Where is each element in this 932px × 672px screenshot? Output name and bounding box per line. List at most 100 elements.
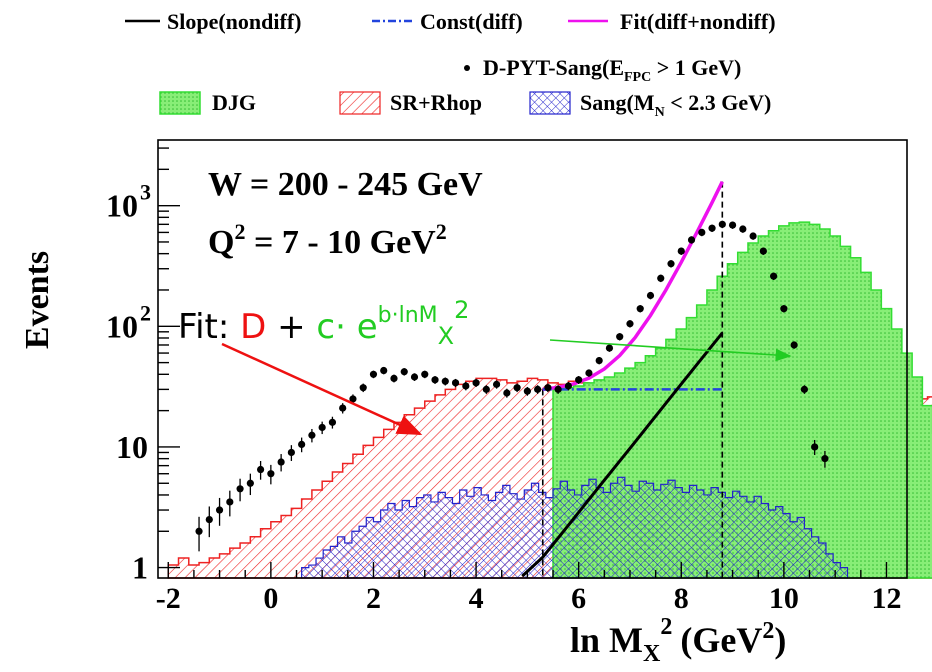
y-tick-exponent: 3	[140, 180, 151, 205]
annotation-q2-range: Q2 = 7 - 10 GeV2	[208, 219, 447, 261]
y-tick-label: 1	[132, 550, 148, 586]
data-point	[605, 344, 614, 352]
fit-curves	[521, 180, 724, 578]
data-point	[564, 382, 573, 390]
y-tick-label: 10	[106, 188, 138, 224]
data-point	[298, 440, 306, 448]
data-point	[441, 377, 449, 385]
data-point	[195, 527, 203, 535]
legend-srrhop-swatch	[339, 91, 381, 115]
data-point	[698, 228, 706, 237]
data-point	[626, 320, 634, 328]
data-point	[749, 232, 757, 240]
legend-srrhop-label: SR+Rhop	[390, 90, 482, 115]
data-point	[257, 465, 265, 474]
annotation-fit-formula: Fit: D + c· eb·lnMX2	[178, 296, 469, 350]
data-point	[472, 379, 480, 387]
x-axis: -2 0 2 4 6 8 10 12	[156, 562, 901, 615]
legend-data-label: D-PYT-Sang(EFPC > 1 GeV)	[483, 55, 741, 85]
annotation-arrow-green	[549, 339, 792, 362]
data-point	[770, 272, 778, 280]
data-point	[800, 385, 808, 393]
legend-sang-swatch	[529, 91, 571, 115]
legend-sang-label: Sang(MN < 2.3 GeV)	[580, 90, 771, 120]
data-point	[349, 395, 357, 403]
fit-range-lines	[541, 181, 724, 578]
annotation-arrow-red	[221, 342, 423, 436]
data-point	[236, 485, 244, 493]
series-data-points	[195, 220, 829, 552]
legend-data-marker	[464, 65, 470, 71]
annotation-w-range: W = 200 - 245 GeV	[208, 166, 483, 203]
legend-const-label: Const(diff)	[420, 9, 523, 34]
y-tick-label: 10	[106, 308, 138, 344]
y-axis-label: Events	[19, 251, 56, 349]
data-point	[595, 356, 603, 365]
data-point	[811, 443, 819, 451]
y-tick-label: 10	[116, 429, 148, 465]
x-tick-label: -2	[156, 582, 181, 615]
data-point	[718, 220, 726, 228]
data-point	[369, 370, 378, 378]
data-point	[267, 470, 275, 478]
data-point	[575, 376, 583, 384]
data-point	[503, 389, 511, 397]
data-point	[657, 274, 665, 282]
data-point	[328, 418, 337, 426]
data-point	[708, 224, 716, 232]
y-tick-exponent: 2	[140, 300, 151, 325]
data-point	[687, 236, 696, 244]
data-point	[421, 370, 429, 378]
data-point	[482, 385, 490, 393]
data-point	[544, 384, 552, 392]
data-point	[246, 479, 254, 487]
x-tick-label: 6	[571, 582, 586, 615]
data-point	[728, 221, 737, 229]
x-axis-label: ln MX2 (GeV2)	[570, 614, 786, 667]
data-point	[739, 225, 747, 233]
data-point	[821, 455, 829, 463]
legend-djg-swatch	[159, 91, 201, 115]
x-tick-label: 8	[674, 582, 689, 615]
legend-djg-label: DJG	[212, 90, 256, 115]
data-point	[277, 458, 285, 466]
data-point	[780, 305, 788, 313]
x-tick-label: 4	[469, 582, 484, 615]
data-point	[759, 247, 767, 255]
data-point	[226, 498, 234, 506]
data-point	[339, 404, 347, 412]
data-point	[636, 305, 644, 313]
data-point	[513, 384, 521, 392]
data-point	[492, 380, 501, 388]
data-point	[318, 423, 326, 432]
data-point	[451, 379, 460, 387]
x-tick-label: 10	[769, 582, 799, 615]
legend: Slope(nondiff) Const(diff) Fit(diff+nond…	[125, 9, 776, 120]
data-point	[359, 384, 367, 392]
data-point	[462, 382, 470, 390]
data-point	[390, 374, 398, 382]
data-point	[667, 260, 675, 268]
data-point	[380, 366, 388, 375]
x-tick-label: 0	[263, 582, 278, 615]
data-point	[410, 373, 419, 381]
x-tick-label: 12	[871, 582, 901, 615]
fit-curve	[542, 180, 724, 392]
series-sang	[301, 476, 849, 579]
data-point	[431, 376, 439, 384]
data-point	[523, 387, 531, 395]
sang-histogram	[301, 476, 849, 579]
data-point	[534, 385, 542, 393]
data-point	[308, 431, 316, 439]
legend-fit-label: Fit(diff+nondiff)	[620, 9, 776, 34]
data-point	[646, 291, 655, 300]
plot-frame	[157, 139, 908, 579]
data-point	[215, 506, 224, 514]
data-point	[585, 369, 593, 377]
x-tick-label: 2	[366, 582, 381, 615]
data-point	[677, 247, 685, 255]
data-point	[400, 368, 408, 376]
data-point	[554, 385, 562, 393]
